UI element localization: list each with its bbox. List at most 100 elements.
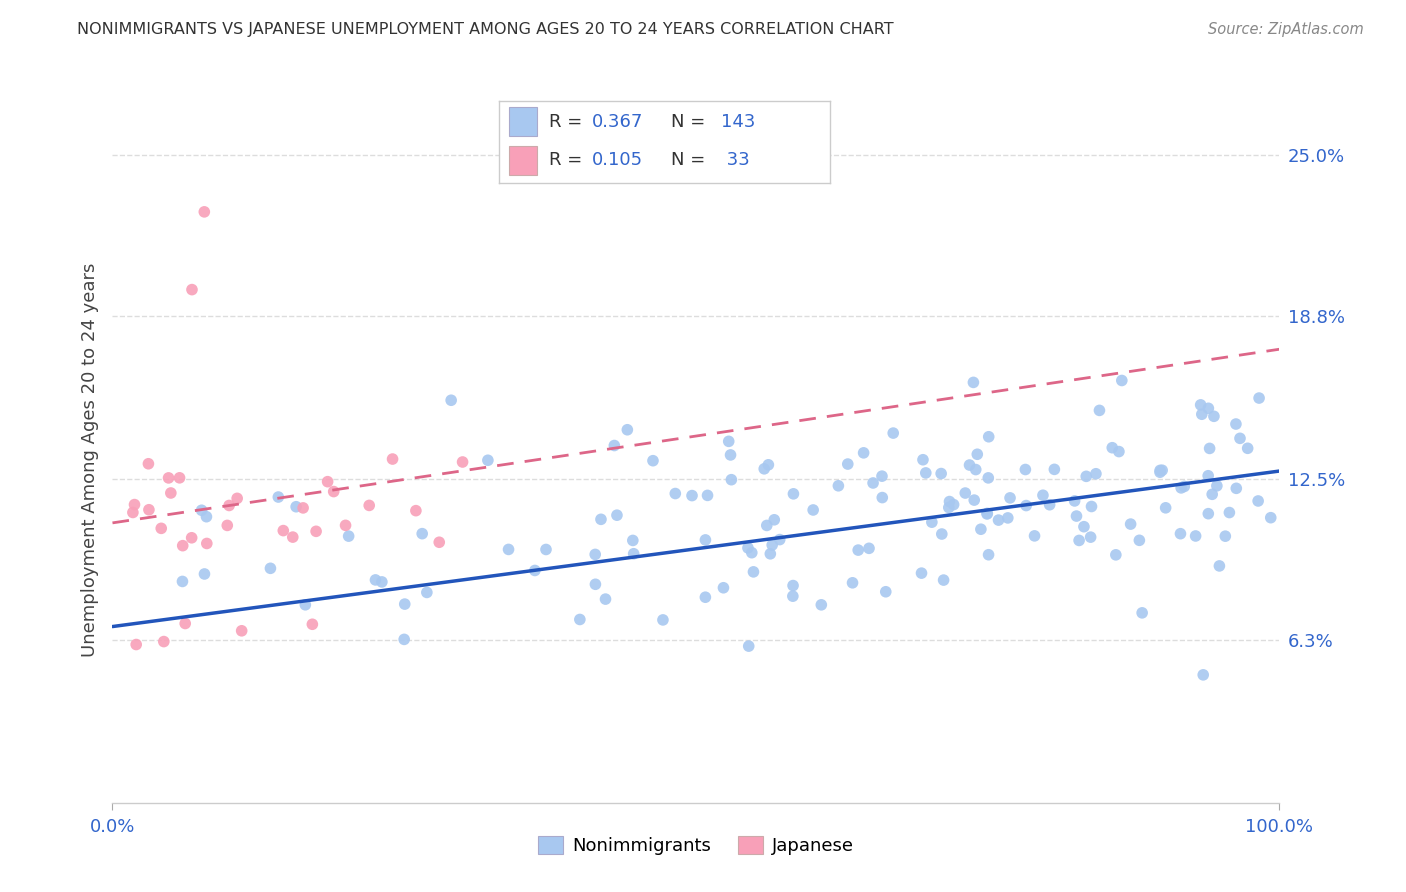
- Point: [977, 471, 1000, 485]
- Text: NONIMMIGRANTS VS JAPANESE UNEMPLOYMENT AMONG AGES 20 TO 24 YEARS CORRELATION CHA: NONIMMIGRANTS VS JAPANESE UNEMPLOYMENT A…: [77, 22, 894, 37]
- Text: 0.367: 0.367: [592, 112, 643, 131]
- Point: [955, 486, 977, 500]
- Point: [741, 546, 763, 560]
- Point: [755, 518, 778, 533]
- Point: [138, 457, 160, 471]
- Point: [720, 448, 742, 462]
- Point: [195, 509, 218, 524]
- Point: [1170, 526, 1192, 541]
- Point: [1205, 479, 1227, 493]
- Point: [695, 591, 717, 605]
- Point: [150, 521, 173, 535]
- Point: [758, 458, 780, 472]
- Point: [195, 536, 218, 550]
- Point: [782, 578, 804, 592]
- Point: [1149, 465, 1171, 479]
- Point: [1198, 442, 1220, 456]
- Point: [932, 573, 955, 587]
- Point: [305, 524, 328, 539]
- Point: [335, 518, 357, 533]
- Point: [416, 585, 439, 599]
- Point: [1191, 407, 1213, 421]
- Point: [1249, 391, 1271, 405]
- Point: [1111, 374, 1133, 388]
- Point: [1080, 530, 1102, 544]
- Point: [695, 533, 717, 547]
- Point: [411, 526, 433, 541]
- Point: [292, 500, 315, 515]
- Point: [652, 613, 675, 627]
- Point: [285, 500, 308, 514]
- Point: [193, 566, 215, 581]
- Point: [1149, 463, 1171, 477]
- Point: [1014, 462, 1036, 476]
- Point: [1032, 488, 1054, 502]
- Point: [180, 531, 202, 545]
- Point: [1247, 494, 1270, 508]
- Point: [696, 488, 718, 502]
- Point: [226, 491, 249, 506]
- Text: N =: N =: [671, 152, 711, 169]
- Point: [193, 205, 215, 219]
- Point: [977, 548, 1000, 562]
- Point: [769, 533, 792, 547]
- Point: [364, 573, 387, 587]
- Point: [870, 469, 893, 483]
- Point: [523, 564, 546, 578]
- Point: [1015, 499, 1038, 513]
- Point: [1076, 469, 1098, 483]
- Point: [713, 581, 735, 595]
- Point: [218, 499, 240, 513]
- Point: [1154, 500, 1177, 515]
- Text: 143: 143: [720, 112, 755, 131]
- Point: [1088, 403, 1111, 417]
- Point: [1152, 463, 1174, 477]
- Point: [959, 458, 981, 472]
- Point: [882, 426, 904, 441]
- Point: [1229, 431, 1251, 445]
- Point: [976, 507, 998, 521]
- Point: [568, 612, 591, 626]
- Point: [1101, 441, 1123, 455]
- Point: [1024, 529, 1046, 543]
- Point: [621, 533, 644, 548]
- Point: [720, 473, 742, 487]
- Point: [217, 518, 239, 533]
- Point: [1260, 510, 1282, 524]
- Point: [1170, 481, 1192, 495]
- Point: [929, 467, 952, 481]
- Point: [1197, 507, 1219, 521]
- Point: [1201, 487, 1223, 501]
- Point: [392, 632, 415, 647]
- Point: [1039, 498, 1062, 512]
- Point: [623, 547, 645, 561]
- Point: [759, 547, 782, 561]
- Point: [583, 577, 606, 591]
- Point: [963, 493, 986, 508]
- Point: [190, 503, 212, 517]
- Point: [322, 484, 344, 499]
- Point: [910, 566, 932, 581]
- Point: [271, 524, 294, 538]
- Point: [737, 541, 759, 555]
- Point: [911, 452, 934, 467]
- Point: [801, 503, 824, 517]
- Point: [603, 438, 626, 452]
- Point: [1063, 494, 1085, 508]
- Point: [1236, 442, 1258, 456]
- Point: [966, 447, 988, 461]
- Point: [498, 542, 520, 557]
- Point: [172, 539, 194, 553]
- Point: [440, 393, 463, 408]
- Point: [583, 548, 606, 562]
- Point: [595, 592, 617, 607]
- Point: [931, 527, 953, 541]
- Point: [942, 498, 965, 512]
- Point: [316, 475, 339, 489]
- Point: [122, 506, 145, 520]
- Point: [1128, 533, 1150, 548]
- FancyBboxPatch shape: [509, 146, 537, 175]
- Point: [763, 513, 786, 527]
- Point: [294, 598, 316, 612]
- Point: [394, 597, 416, 611]
